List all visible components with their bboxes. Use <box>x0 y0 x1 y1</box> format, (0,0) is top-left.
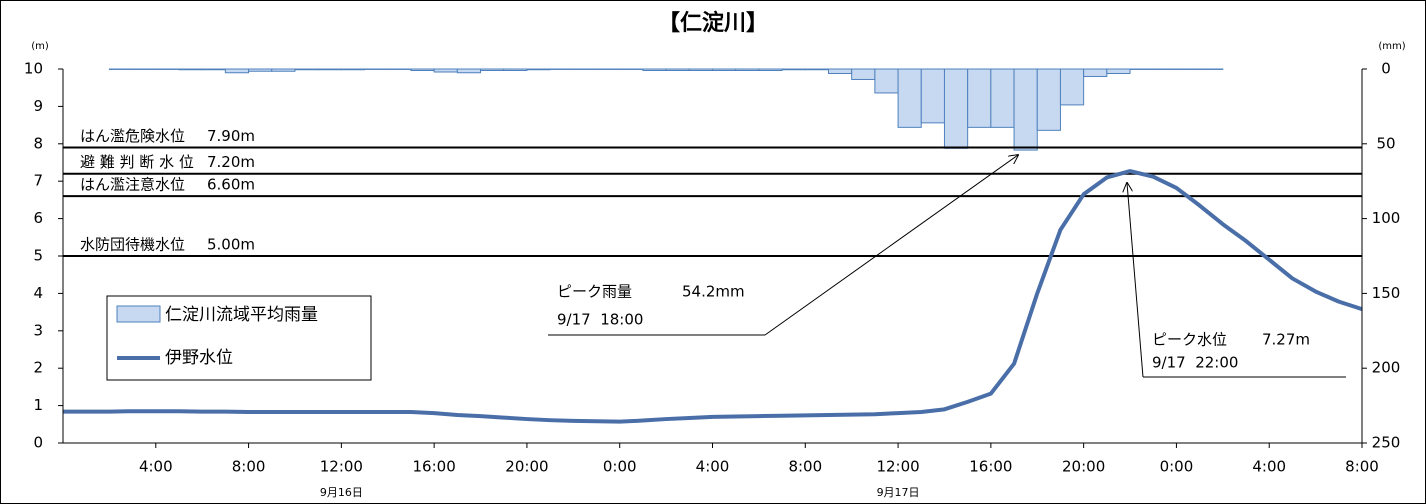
legend-label: 仁淀川流域平均雨量 <box>165 305 318 325</box>
rain-bar <box>248 68 273 72</box>
y2-tick-label: 50 <box>1376 134 1395 152</box>
rain-bar <box>526 68 551 71</box>
y2-tick-label: 0 <box>1381 60 1391 78</box>
x-tick-label: 8:00 <box>232 458 266 476</box>
rain-bar <box>271 68 296 72</box>
reference-label: 避 難 判 断 水 位 <box>80 153 194 171</box>
annotation-value: 7.27m <box>1262 331 1310 349</box>
reference-label: はん濫注意水位 <box>80 176 185 194</box>
x-tick-label: 8:00 <box>788 458 822 476</box>
y-tick-label: 6 <box>33 209 43 227</box>
reference-label: はん濫危険水位 <box>80 127 185 145</box>
water-level-line <box>63 169 1363 424</box>
y-tick-label: 4 <box>33 284 43 302</box>
chart-title: 【仁淀川】 <box>658 10 768 36</box>
date-label: 9月16日 <box>320 486 363 499</box>
rain-bar <box>735 68 760 71</box>
rain-bar <box>804 68 829 71</box>
rain-bar <box>433 68 458 73</box>
y-tick-label: 2 <box>33 359 43 377</box>
rain-bar <box>642 68 667 71</box>
y2-tick-label: 150 <box>1372 284 1401 302</box>
reference-label: 水防団待機水位 <box>80 236 185 254</box>
annotation-arrow <box>764 155 1018 336</box>
rain-bar <box>1036 68 1061 131</box>
rain-bar <box>990 68 1015 128</box>
x-tick-label: 20:00 <box>1062 458 1105 476</box>
x-tick-label: 4:00 <box>1252 458 1286 476</box>
x-tick-label: 0:00 <box>603 458 637 476</box>
rain-bar <box>874 68 899 94</box>
y-tick-label: 7 <box>33 172 43 190</box>
rain-bar <box>480 68 505 71</box>
rain-bar <box>340 68 366 71</box>
rain-bar <box>201 68 226 71</box>
reference-value: 5.00m <box>207 236 255 254</box>
rain-bar <box>920 68 945 124</box>
y-tick-label: 0 <box>33 434 43 452</box>
rain-bar <box>1106 68 1131 74</box>
y-unit: (m) <box>31 41 49 52</box>
annotation-value: 54.2mm <box>682 283 745 301</box>
x-tick-label: 16:00 <box>413 458 456 476</box>
annotation-text: ピーク雨量 <box>557 283 632 301</box>
y2-tick-label: 250 <box>1372 434 1401 452</box>
legend-swatch <box>116 305 161 323</box>
rain-bar <box>178 68 203 71</box>
x-tick-label: 20:00 <box>505 458 548 476</box>
x-tick-label: 4:00 <box>139 458 173 476</box>
rain-bar <box>781 68 806 71</box>
rain-bar <box>967 68 992 128</box>
annotation-date: 9/17 18:00 <box>557 311 643 329</box>
x-tick-label: 16:00 <box>969 458 1012 476</box>
date-label: 9月17日 <box>877 486 920 499</box>
rain-bar <box>503 68 528 71</box>
annotation-date: 9/17 22:00 <box>1152 354 1238 372</box>
rain-bar <box>897 68 922 128</box>
y-tick-label: 9 <box>33 97 43 115</box>
y-tick-label: 5 <box>33 247 43 265</box>
rain-bar <box>827 68 853 74</box>
annotation-text: ピーク水位 <box>1152 331 1227 349</box>
x-tick-label: 12:00 <box>876 458 919 476</box>
rain-bar <box>758 68 783 71</box>
y-tick-label: 10 <box>24 60 43 78</box>
rain-bar <box>294 68 319 71</box>
x-tick-label: 8:00 <box>1345 458 1379 476</box>
rain-bar <box>1059 68 1085 106</box>
rain-bar <box>317 68 342 71</box>
rain-bar <box>1083 68 1108 77</box>
x-tick-label: 4:00 <box>696 458 730 476</box>
y2-tick-label: 200 <box>1372 359 1401 377</box>
reference-value: 7.90m <box>207 127 255 145</box>
annotation-arrow <box>1127 183 1144 378</box>
rain-bar <box>410 68 435 71</box>
rain-bar <box>456 68 482 74</box>
x-tick-label: 12:00 <box>320 458 363 476</box>
x-tick-label: 0:00 <box>1160 458 1194 476</box>
y-tick-label: 1 <box>33 396 43 414</box>
rain-bar <box>665 68 690 71</box>
y2-tick-label: 100 <box>1372 209 1401 227</box>
rain-bar <box>943 68 969 149</box>
reference-value: 7.20m <box>207 153 255 171</box>
legend-label: 伊野水位 <box>165 348 233 368</box>
rain-bar <box>851 68 876 80</box>
reference-value: 6.60m <box>207 176 255 194</box>
rain-bar <box>224 68 250 74</box>
rain-bar <box>1013 68 1038 151</box>
rain-bar <box>712 68 737 71</box>
rain-bar <box>688 68 714 71</box>
y2-unit: (mm) <box>1378 41 1405 52</box>
y-tick-label: 3 <box>33 321 43 339</box>
y-tick-label: 8 <box>33 134 43 152</box>
